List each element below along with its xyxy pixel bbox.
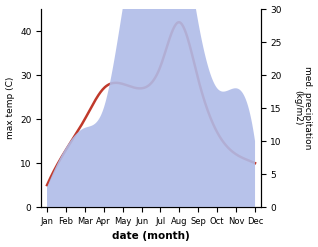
Y-axis label: max temp (C): max temp (C) bbox=[5, 77, 15, 139]
Y-axis label: med. precipitation
(kg/m2): med. precipitation (kg/m2) bbox=[293, 66, 313, 150]
X-axis label: date (month): date (month) bbox=[112, 231, 190, 242]
